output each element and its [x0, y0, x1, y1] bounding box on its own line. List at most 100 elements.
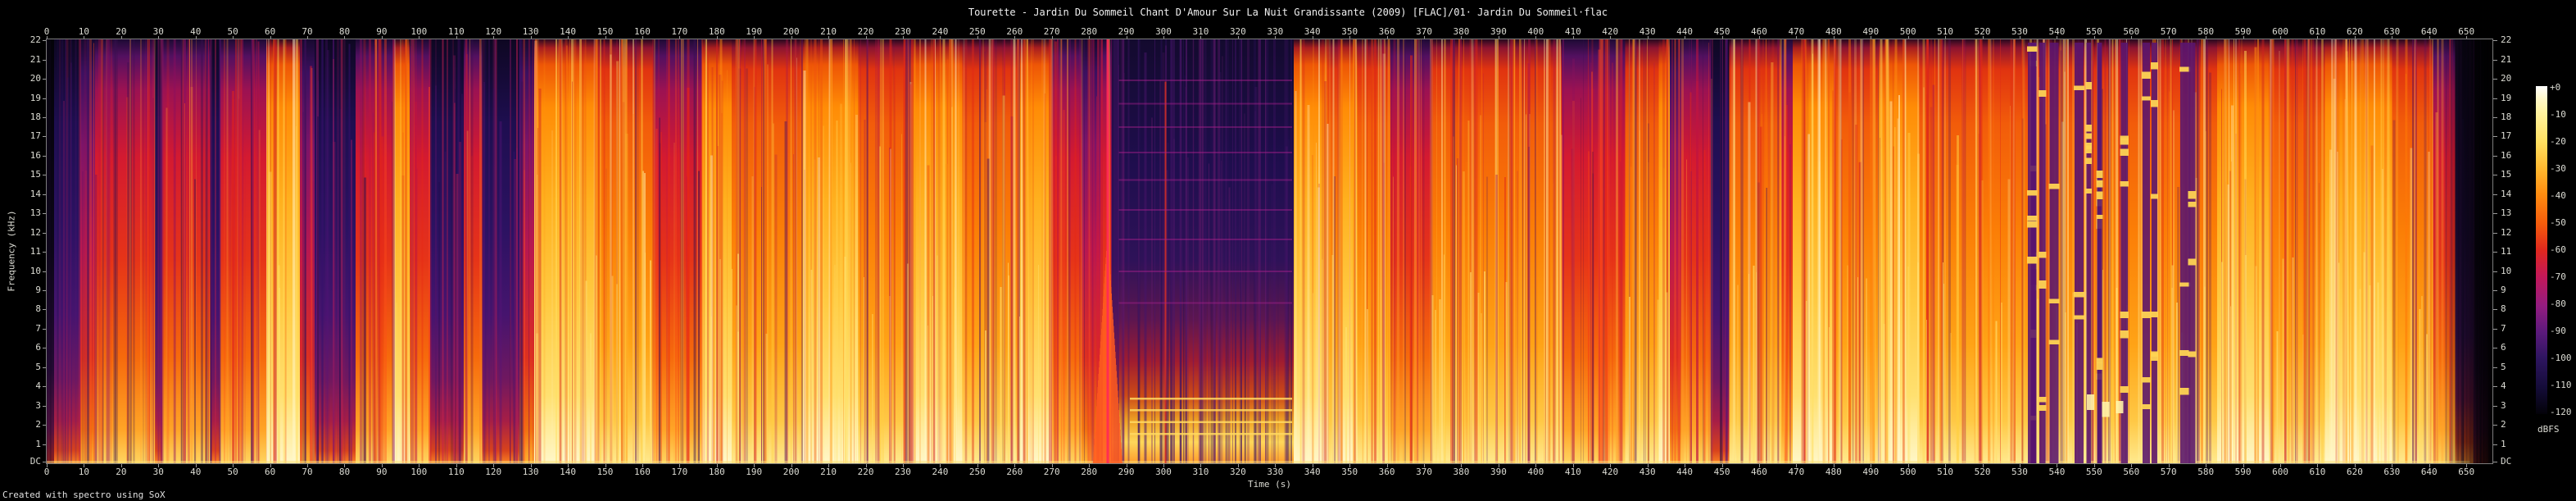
time-tick-mark-top — [2131, 36, 2133, 39]
freq-tick-label-right: 6 — [2501, 342, 2506, 353]
time-tick-mark-bottom — [2168, 464, 2170, 467]
time-tick-label-bottom: 450 — [1713, 467, 1730, 477]
time-tick-mark-top — [1721, 36, 1723, 39]
freq-tick-mark-right — [2493, 232, 2497, 234]
freq-tick-mark-right — [2493, 444, 2497, 445]
time-tick-mark-bottom — [47, 464, 48, 467]
time-tick-label-top: 460 — [1751, 26, 1767, 37]
freq-tick-mark-left — [43, 444, 47, 445]
time-tick-label-bottom: 210 — [820, 467, 837, 477]
time-tick-mark-top — [2317, 36, 2319, 39]
time-tick-mark-bottom — [1907, 464, 1909, 467]
time-tick-label-bottom: 430 — [1639, 467, 1656, 477]
freq-tick-label-left: 1 — [35, 438, 41, 449]
time-tick-mark-top — [493, 36, 495, 39]
time-tick-mark-top — [754, 36, 755, 39]
time-tick-mark-bottom — [195, 464, 197, 467]
freq-tick-mark-left — [43, 232, 47, 234]
time-tick-mark-top — [828, 36, 830, 39]
time-tick-mark-bottom — [2131, 464, 2133, 467]
time-tick-mark-bottom — [1386, 464, 1388, 467]
freq-tick-mark-left — [43, 271, 47, 272]
time-tick-mark-top — [233, 36, 234, 39]
time-tick-label-bottom: 470 — [1788, 467, 1805, 477]
time-tick-label-bottom: 360 — [1378, 467, 1395, 477]
time-tick-mark-bottom — [2466, 464, 2468, 467]
time-tick-mark-bottom — [270, 464, 271, 467]
time-tick-label-bottom: 520 — [1974, 467, 1991, 477]
time-tick-mark-top — [1275, 36, 1277, 39]
time-tick-mark-top — [1907, 36, 1909, 39]
time-tick-label-bottom: 580 — [2197, 467, 2215, 477]
time-tick-label-top: 220 — [857, 26, 874, 37]
time-tick-mark-top — [1424, 36, 1426, 39]
time-tick-label-bottom: 370 — [1416, 467, 1432, 477]
time-tick-mark-top — [1796, 36, 1798, 39]
time-tick-label-bottom: 200 — [782, 467, 800, 477]
freq-tick-mark-left — [43, 98, 47, 99]
time-tick-label-bottom: 410 — [1564, 467, 1581, 477]
freq-tick-label-left: 20 — [29, 73, 41, 84]
time-tick-mark-bottom — [977, 464, 978, 467]
freq-tick-label-left: 18 — [29, 111, 41, 122]
dbfs-tick-label: -50 — [2550, 217, 2566, 228]
time-tick-label-top: 120 — [485, 26, 502, 37]
time-tick-label-bottom: 0 — [43, 467, 50, 477]
time-tick-mark-bottom — [1200, 464, 1202, 467]
freq-tick-label-left: 17 — [29, 130, 41, 142]
time-tick-label-top: 280 — [1081, 26, 1098, 37]
time-tick-mark-top — [1647, 36, 1649, 39]
time-tick-label-bottom: 80 — [338, 467, 351, 477]
time-tick-mark-bottom — [1424, 464, 1426, 467]
time-tick-mark-top — [344, 36, 346, 39]
time-tick-mark-top — [2093, 36, 2095, 39]
time-tick-label-bottom: 300 — [1155, 467, 1172, 477]
freq-tick-label-right: 4 — [2501, 380, 2506, 392]
time-tick-label-top: 420 — [1602, 26, 1619, 37]
freq-tick-label-left: 19 — [29, 92, 41, 103]
freq-tick-mark-left — [43, 289, 47, 291]
time-tick-label-bottom: 190 — [746, 467, 763, 477]
time-tick-label-bottom: 110 — [447, 467, 465, 477]
time-tick-mark-top — [605, 36, 606, 39]
time-tick-mark-top — [679, 36, 681, 39]
time-tick-label-top: 100 — [410, 26, 428, 37]
time-tick-mark-top — [716, 36, 718, 39]
time-tick-mark-top — [977, 36, 978, 39]
time-tick-label-bottom: 220 — [857, 467, 874, 477]
time-tick-mark-bottom — [1163, 464, 1164, 467]
time-tick-label-top: 60 — [264, 26, 276, 37]
time-tick-mark-top — [1572, 36, 1574, 39]
time-tick-label-top: 190 — [746, 26, 763, 37]
time-tick-label-bottom: 440 — [1676, 467, 1694, 477]
dbfs-tick-label: +0 — [2550, 82, 2561, 93]
time-tick-label-bottom: 130 — [522, 467, 539, 477]
freq-tick-label-left: 6 — [35, 342, 41, 353]
time-tick-label-top: 520 — [1974, 26, 1991, 37]
dbfs-tick-label: -30 — [2550, 163, 2566, 174]
time-tick-label-top: 550 — [2085, 26, 2102, 37]
freq-tick-label-left: 7 — [35, 322, 41, 334]
time-tick-mark-bottom — [605, 464, 606, 467]
time-tick-label-top: 170 — [671, 26, 688, 37]
time-tick-label-top: 530 — [2011, 26, 2028, 37]
freq-tick-label-left: DC — [29, 456, 41, 467]
time-tick-label-bottom: 620 — [2346, 467, 2363, 477]
freq-tick-label-right: 3 — [2501, 399, 2506, 411]
freq-tick-mark-right — [2493, 155, 2497, 157]
time-tick-mark-bottom — [2280, 464, 2282, 467]
dbfs-tick-label: -40 — [2550, 190, 2566, 201]
time-tick-label-top: 260 — [1006, 26, 1023, 37]
dbfs-tick-label: -70 — [2550, 271, 2566, 282]
time-tick-label-top: 650 — [2458, 26, 2475, 37]
time-tick-label-top: 500 — [1899, 26, 1916, 37]
time-tick-label-bottom: 560 — [2123, 467, 2140, 477]
time-tick-label-bottom: 350 — [1341, 467, 1358, 477]
time-tick-mark-bottom — [1535, 464, 1537, 467]
time-tick-mark-top — [1163, 36, 1164, 39]
time-tick-mark-bottom — [902, 464, 904, 467]
time-tick-label-bottom: 380 — [1453, 467, 1470, 477]
time-tick-label-bottom: 230 — [895, 467, 911, 477]
time-tick-label-top: 470 — [1788, 26, 1805, 37]
